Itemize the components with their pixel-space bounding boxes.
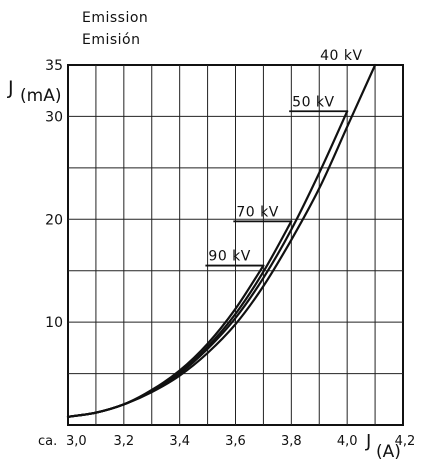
x-tick-label: 3,0 bbox=[66, 434, 87, 449]
x-tick-labels: 3,0 3,2 3,4 3,6 3,8 4,0 4,2 bbox=[66, 434, 415, 449]
y-tick-label: 35 bbox=[45, 58, 63, 74]
x-tick-label: 3,8 bbox=[281, 434, 302, 449]
chart-title: Emission bbox=[82, 10, 149, 26]
x-axis-label-unit: (A) bbox=[376, 442, 401, 462]
chart-subtitle: Emisión bbox=[82, 32, 141, 48]
x-tick-label: 3,2 bbox=[113, 434, 134, 449]
y-tick-label: 30 bbox=[45, 109, 63, 125]
series-label: 90 kV bbox=[208, 249, 250, 265]
y-axis-label-main: J bbox=[7, 77, 14, 99]
series-labels: 40 kV 50 kV 70 kV 90 kV bbox=[205, 48, 376, 267]
grid-vertical bbox=[95, 65, 376, 425]
grid-horizontal bbox=[68, 115, 403, 375]
x-axis-label-main: J bbox=[365, 431, 371, 452]
series-label: 50 kV bbox=[292, 94, 334, 110]
x-tick-label: 4,2 bbox=[395, 434, 416, 449]
series-line-90-kv bbox=[66, 264, 265, 418]
x-tick-label: 4,0 bbox=[337, 434, 358, 449]
x-tick-label: 3,4 bbox=[169, 434, 190, 449]
series-label: 70 kV bbox=[236, 204, 278, 220]
y-tick-label: 20 bbox=[45, 212, 63, 228]
y-tick-label: 10 bbox=[45, 315, 63, 331]
series-curves bbox=[66, 63, 377, 418]
x-tick-label: 3,6 bbox=[225, 434, 246, 449]
series-line-40-kv bbox=[66, 63, 377, 418]
y-tick-labels: 10 20 30 35 bbox=[45, 58, 63, 331]
x-axis-prefix: ca. bbox=[38, 434, 57, 449]
series-label: 40 kV bbox=[320, 48, 362, 64]
y-axis-label-unit: (mA) bbox=[20, 86, 61, 106]
